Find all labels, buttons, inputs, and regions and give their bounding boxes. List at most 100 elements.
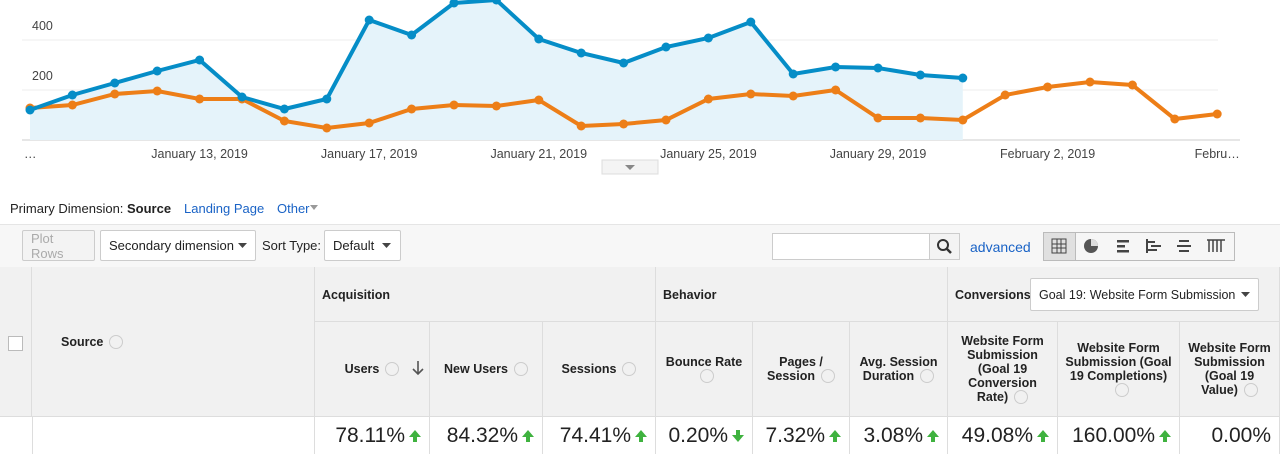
point: [831, 62, 841, 72]
total-value: 0.20%: [668, 423, 728, 447]
total-cell: 78.11%: [315, 417, 430, 454]
point: [364, 15, 374, 25]
total-cell: 0.20%: [656, 417, 753, 454]
point: [534, 95, 544, 105]
select-all-cell: [0, 267, 32, 417]
x-tick-label: Febru…: [1195, 147, 1240, 161]
dimension-other[interactable]: Other: [277, 201, 310, 216]
total-value: 160.00%: [1072, 423, 1155, 447]
point: [915, 70, 925, 80]
caret: [1241, 292, 1250, 297]
point: [788, 91, 798, 101]
column-header-text: Website Form Submission (Goal 19 Complet…: [1064, 341, 1173, 398]
point: [195, 94, 205, 104]
point: [873, 63, 883, 73]
point: [449, 0, 459, 8]
dimension-landing-page[interactable]: Landing Page: [184, 201, 265, 216]
total-value: 7.32%: [765, 423, 825, 447]
column-header-text: Bounce Rate: [662, 355, 746, 384]
total-value: 3.08%: [863, 423, 923, 447]
column-header[interactable]: Website Form Submission (Goal 19 Complet…: [1058, 322, 1180, 417]
help-icon: [700, 369, 714, 384]
x-tick-label: January 29, 2019: [830, 147, 927, 161]
column-header-text: Avg. Session Duration: [859, 354, 938, 384]
sort-type-select[interactable]: Default: [324, 230, 401, 261]
help-icon: [820, 369, 835, 384]
total-value: 84.32%: [446, 423, 518, 447]
source-header[interactable]: Source: [32, 267, 315, 417]
point: [364, 118, 374, 128]
point: [1000, 90, 1010, 100]
point: [1127, 80, 1137, 90]
column-header[interactable]: Avg. Session Duration: [850, 322, 948, 417]
change-arrow: [1037, 429, 1049, 442]
point: [491, 101, 501, 111]
advanced-link[interactable]: advanced: [970, 239, 1031, 255]
point: [703, 33, 713, 43]
view-switcher[interactable]: [1043, 232, 1235, 261]
help-icon: [1014, 390, 1029, 405]
x-tick-label: …: [24, 147, 37, 161]
point: [279, 116, 289, 126]
point: [915, 113, 925, 123]
change-arrow: [927, 429, 939, 442]
plot-rows-button[interactable]: Plot Rows: [22, 230, 95, 261]
point: [152, 66, 162, 76]
checkbox[interactable]: [8, 336, 23, 351]
point: [1085, 77, 1095, 87]
help-icon: [513, 362, 528, 377]
total-value: 0.00%: [1211, 423, 1271, 447]
column-header[interactable]: Bounce Rate: [656, 322, 753, 417]
point: [322, 123, 332, 133]
point: [661, 42, 671, 52]
secondary-dimension-select[interactable]: Secondary dimension: [100, 230, 256, 261]
y-tick-label: 400: [32, 19, 53, 33]
column-header-text: Users: [345, 362, 400, 377]
search-input[interactable]: [772, 233, 932, 260]
point: [619, 58, 629, 68]
x-tick-label: January 17, 2019: [321, 147, 418, 161]
help-icon: [109, 334, 124, 349]
column-header[interactable]: Pages / Session: [753, 322, 850, 417]
sort-type-label: Sort Type:: [262, 238, 322, 253]
cell: [0, 417, 33, 454]
secondary-dimension-text: Secondary dimension: [109, 238, 235, 253]
point: [576, 48, 586, 58]
toggle-icon: [625, 165, 635, 170]
total-cell: 160.00%: [1058, 417, 1180, 454]
point: [491, 0, 501, 5]
dimension-source[interactable]: Source: [127, 201, 172, 216]
point: [110, 78, 120, 88]
point: [746, 89, 756, 99]
point: [703, 94, 713, 104]
column-header-text: Sessions: [562, 362, 637, 377]
column-header-text: Website Form Submission (Goal 19 Convers…: [961, 333, 1044, 405]
group-header: Behavior: [656, 267, 948, 322]
column-header[interactable]: Users: [315, 322, 430, 417]
column-header[interactable]: Sessions: [543, 322, 656, 417]
point: [661, 115, 671, 125]
goal-select-text: Goal 19: Website Form Submission: [1039, 287, 1236, 302]
point: [1043, 82, 1053, 92]
column-header[interactable]: Website Form Submission (Goal 19 Convers…: [948, 322, 1058, 417]
total-cell: 0.00%: [1180, 417, 1280, 454]
total-value: 78.11%: [335, 423, 405, 447]
point: [576, 121, 586, 131]
change-arrow: [829, 429, 841, 442]
point: [407, 30, 417, 40]
source-header-text: Source: [61, 334, 104, 349]
column-header-text: New Users: [444, 362, 528, 377]
x-tick-label: February 2, 2019: [1000, 147, 1095, 161]
point: [788, 69, 798, 79]
total-value: 74.41%: [559, 423, 631, 447]
caret: [238, 243, 247, 248]
point: [67, 100, 77, 110]
goal-select[interactable]: Goal 19: Website Form Submission: [1030, 278, 1259, 311]
column-header[interactable]: New Users: [430, 322, 543, 417]
search-button[interactable]: [929, 233, 960, 260]
total-value: 49.08%: [961, 423, 1033, 447]
point: [958, 115, 968, 125]
column-header[interactable]: Website Form Submission (Goal 19 Value): [1180, 322, 1280, 417]
total-cell: 49.08%: [948, 417, 1058, 454]
